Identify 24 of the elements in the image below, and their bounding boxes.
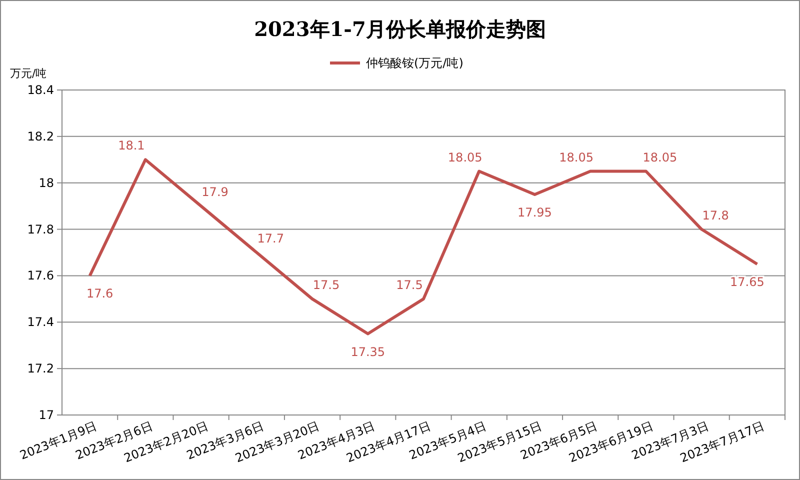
data-label: 17.5 [396,278,423,292]
data-label: 17.7 [257,232,284,246]
y-tick-label: 18.4 [27,83,54,97]
y-axis-title: 万元/吨 [10,67,47,80]
data-label: 17.8 [702,208,729,222]
data-label: 17.95 [518,205,552,220]
y-tick-label: 17.2 [27,362,54,376]
y-tick-label: 17.6 [27,268,54,283]
data-label: 18.05 [448,150,482,164]
y-tick-label: 17.8 [27,222,54,236]
data-label: 17.35 [350,344,386,359]
data-label: 17.65 [730,275,764,290]
data-label: 18.1 [118,138,145,153]
y-tick-label: 17 [38,408,54,422]
data-label: 17.9 [202,185,228,200]
data-label: 17.5 [312,278,340,292]
data-label: 18.05 [559,150,594,164]
legend-label: 仲钨酸铵(万元/吨) [366,56,464,70]
data-label: 18.05 [642,150,678,164]
y-tick-label: 18 [38,176,54,190]
data-label: 17.6 [86,286,114,301]
y-tick-label: 18.2 [27,129,54,144]
y-tick-label: 17.4 [27,315,54,330]
chart-title: 2023年1-7月份长单报价走势图 [254,17,546,41]
